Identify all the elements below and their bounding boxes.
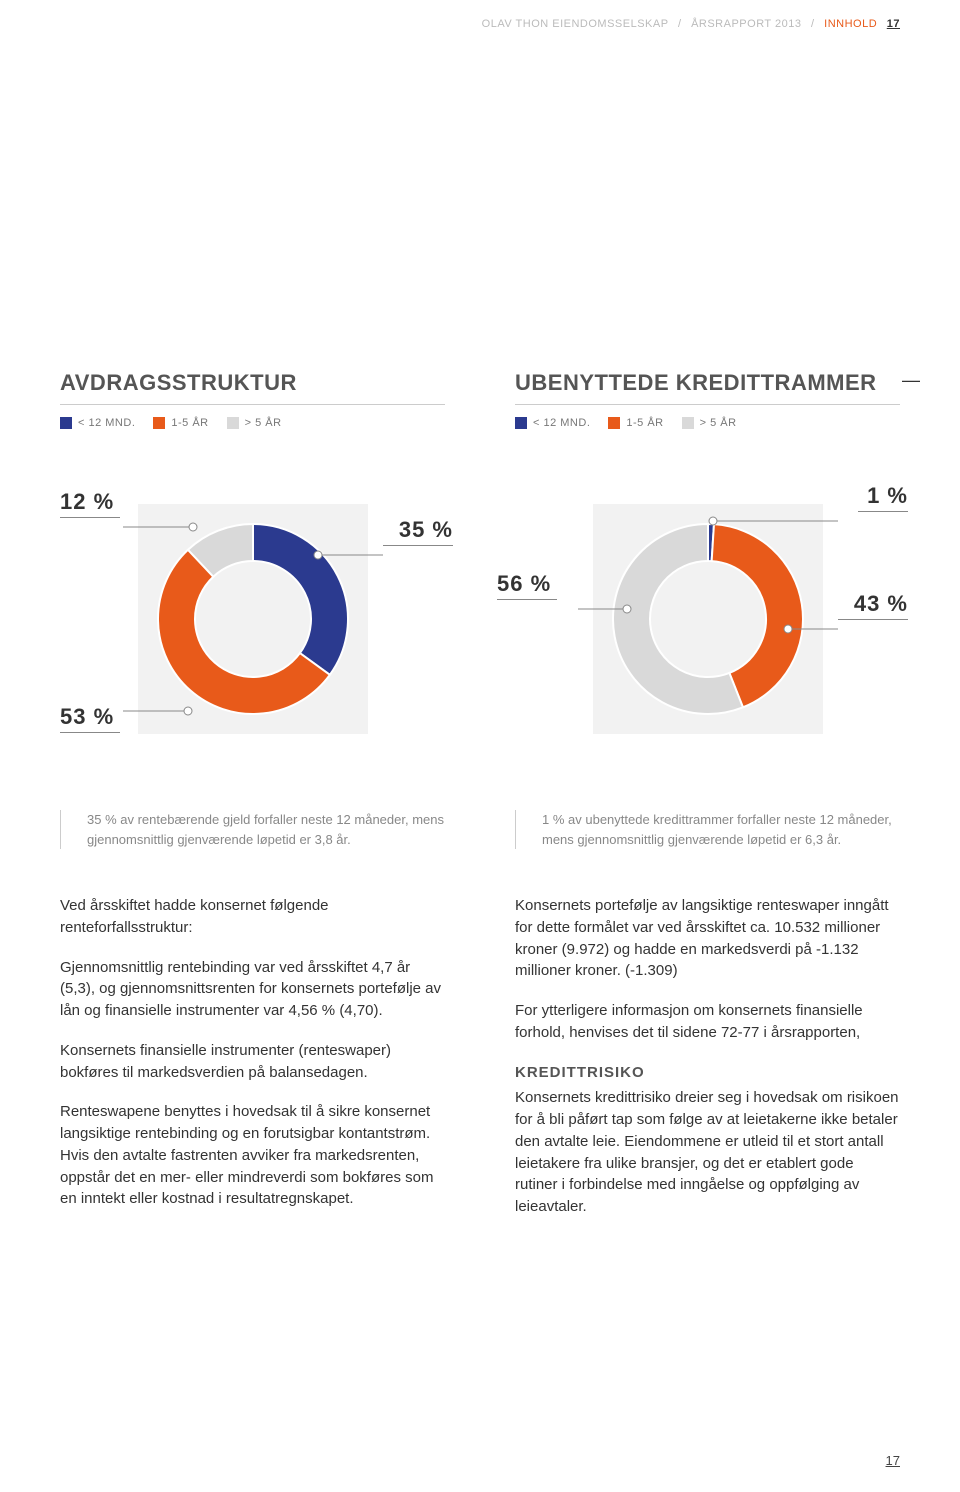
legend-label: < 12 MND.: [78, 417, 135, 429]
legend-item: 1-5 ÅR: [608, 417, 663, 429]
swatch-icon: [153, 417, 165, 429]
swatch-icon: [60, 417, 72, 429]
legend-item: 1-5 ÅR: [153, 417, 208, 429]
donut-wrap: 12 % 35 % 53 %: [60, 469, 445, 759]
percent-label: 1 %: [858, 483, 908, 512]
callout-dot: [184, 707, 192, 715]
callout-dot: [623, 605, 631, 613]
body-paragraph: Konsernets finansielle instrumenter (ren…: [60, 1040, 445, 1084]
chart-legend: < 12 MND. 1-5 ÅR > 5 ÅR: [515, 417, 900, 429]
chart-title: UBENYTTEDE KREDITTRAMMER: [515, 370, 900, 405]
legend-label: > 5 ÅR: [245, 417, 282, 429]
swatch-icon: [227, 417, 239, 429]
callout-dot: [189, 523, 197, 531]
separator: /: [678, 18, 682, 30]
header-report: ÅRSRAPPORT 2013: [691, 18, 801, 30]
body-column-right: Konsernets portefølje av langsiktige ren…: [515, 895, 900, 1236]
body-paragraph: Konsernets portefølje av langsiktige ren…: [515, 895, 900, 982]
body-paragraph: Ved årsskiftet hadde konsernet følgende …: [60, 895, 445, 939]
legend-item: < 12 MND.: [60, 417, 135, 429]
callout-dot: [314, 551, 322, 559]
swatch-icon: [608, 417, 620, 429]
separator: /: [811, 18, 815, 30]
charts-row: AVDRAGSSTRUKTUR < 12 MND. 1-5 ÅR > 5 ÅR …: [60, 370, 900, 759]
percent-label: 12 %: [60, 489, 120, 518]
body-paragraph: For ytterligere informasjon om konsernet…: [515, 1000, 900, 1044]
swatch-icon: [515, 417, 527, 429]
subheading-kredittrisiko: KREDITTRISIKO: [515, 1062, 900, 1084]
chart-caption-left: 35 % av rentebærende gjeld forfaller nes…: [60, 810, 445, 849]
donut-chart-svg: [123, 489, 383, 749]
header-company: OLAV THON EIENDOMSSELSKAP: [482, 18, 669, 30]
chart-avdragsstruktur: AVDRAGSSTRUKTUR < 12 MND. 1-5 ÅR > 5 ÅR …: [60, 370, 445, 759]
caption-row: 35 % av rentebærende gjeld forfaller nes…: [60, 810, 900, 849]
callout-dot: [784, 625, 792, 633]
legend-item: > 5 ÅR: [682, 417, 737, 429]
percent-label: 53 %: [60, 704, 120, 733]
body-paragraph: Gjennomsnittlig rentebinding var ved års…: [60, 957, 445, 1022]
body-paragraph: Renteswapene benyttes i hovedsak til å s…: [60, 1101, 445, 1210]
header-breadcrumb: OLAV THON EIENDOMSSELSKAP / ÅRSRAPPORT 2…: [482, 18, 900, 30]
legend-item: > 5 ÅR: [227, 417, 282, 429]
callout-dot: [709, 517, 717, 525]
header-page-number: 17: [887, 18, 900, 30]
chart-caption-right: 1 % av ubenyttede kredittrammer forfalle…: [515, 810, 900, 849]
swatch-icon: [682, 417, 694, 429]
percent-label: 43 %: [838, 591, 908, 620]
chart-title-text: AVDRAGSSTRUKTUR: [60, 370, 297, 396]
percent-label: 56 %: [497, 571, 557, 600]
donut-chart-svg: [578, 489, 838, 749]
chart-legend: < 12 MND. 1-5 ÅR > 5 ÅR: [60, 417, 445, 429]
body-column-left: Ved årsskiftet hadde konsernet følgende …: [60, 895, 445, 1236]
legend-label: 1-5 ÅR: [626, 417, 663, 429]
body-row: Ved årsskiftet hadde konsernet følgende …: [60, 895, 900, 1236]
body-paragraph: Konsernets kredittrisiko dreier seg i ho…: [515, 1087, 900, 1218]
legend-label: 1-5 ÅR: [171, 417, 208, 429]
legend-label: < 12 MND.: [533, 417, 590, 429]
decorative-dash: —: [902, 370, 920, 391]
chart-title: AVDRAGSSTRUKTUR: [60, 370, 445, 405]
donut-wrap: 1 % 43 % 56 %: [515, 469, 900, 759]
chart-kredittrammer: UBENYTTEDE KREDITTRAMMER < 12 MND. 1-5 Å…: [515, 370, 900, 759]
legend-label: > 5 ÅR: [700, 417, 737, 429]
legend-item: < 12 MND.: [515, 417, 590, 429]
percent-label: 35 %: [383, 517, 453, 546]
footer-page-number: 17: [886, 1453, 900, 1468]
header-section: INNHOLD: [824, 18, 877, 30]
chart-title-text: UBENYTTEDE KREDITTRAMMER: [515, 370, 877, 396]
